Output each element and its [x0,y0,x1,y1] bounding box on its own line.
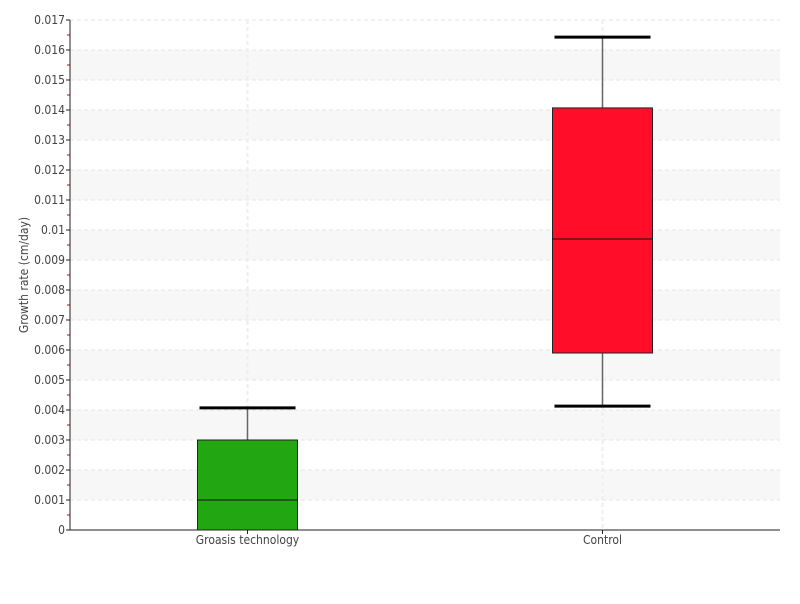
y-tick-label: 0.009 [34,253,65,267]
grid-band [70,350,780,380]
y-axis-label: Growth rate (cm/day) [17,217,31,333]
x-tick-label: Groasis technology [196,533,300,547]
y-tick-label: 0.013 [34,133,65,147]
y-tick-label: 0.015 [34,73,65,87]
boxes [197,35,653,531]
grid-band [70,110,780,140]
y-tick-label: 0.014 [34,103,65,117]
y-tick-label: 0.008 [34,283,65,297]
y-tick-label: 0.011 [34,193,65,207]
grid-band [70,290,780,320]
y-tick-label: 0 [58,523,65,537]
y-tick-label: 0.001 [34,493,65,507]
x-tick-label: Control [583,533,622,547]
y-tick-label: 0.002 [34,463,65,477]
grid-band [70,410,780,440]
grid-bands [70,50,780,500]
y-tick-label: 0.005 [34,373,65,387]
axes: 0 0.001 0.002 0.003 0.004 0.005 0.006 0.007 0.00… [34,13,780,547]
y-tick-label: 0.006 [34,343,65,357]
box-1 [197,439,298,531]
gridlines [70,19,780,530]
grid-band [70,230,780,260]
grid-band [70,170,780,200]
y-tick-label: 0.004 [34,403,65,417]
y-tick-label: 0.003 [34,433,65,447]
grid-band [70,470,780,500]
grid-band [70,50,780,80]
y-tick-label: 0.012 [34,163,65,177]
y-tick-label: 0.007 [34,313,65,327]
box-2 [552,107,653,354]
y-tick-label: 0.01 [41,223,65,237]
y-tick-label: 0.017 [34,13,65,27]
y-tick-label: 0.016 [34,43,65,57]
